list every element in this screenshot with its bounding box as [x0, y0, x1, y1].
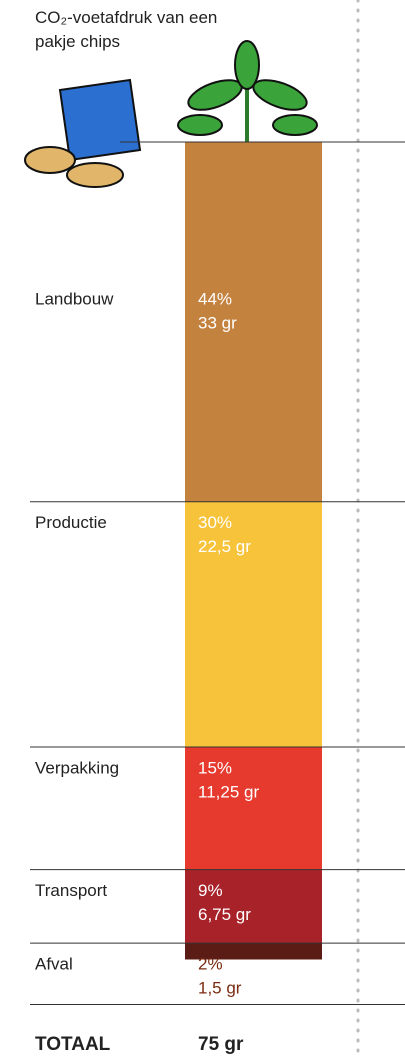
share-label: 2%: [198, 955, 223, 974]
segment: [185, 501, 322, 747]
plant-illustration: [177, 40, 318, 142]
segment: [185, 869, 322, 944]
value-label: 1,5 gr: [198, 979, 242, 998]
share-label: 44%: [198, 289, 232, 308]
title: CO₂-voetafdruk van een pakje chips: [35, 8, 218, 51]
value-label: 22,5 gr: [198, 537, 251, 556]
share-label: 30%: [198, 513, 232, 532]
share-label: 15%: [198, 758, 232, 777]
chips-bag-illustration: [24, 78, 142, 188]
total-name: TOTAAL: [35, 1034, 111, 1055]
category-label: Productie: [35, 513, 107, 532]
category-label: Landbouw: [35, 289, 114, 308]
total-label: 75 gr: [198, 1034, 244, 1055]
category-label: Transport: [35, 881, 107, 900]
segment: [185, 746, 322, 870]
category-label: Verpakking: [35, 758, 119, 777]
segment: [185, 943, 322, 960]
category-label: Afval: [35, 955, 73, 974]
value-label: 11,25 gr: [198, 782, 259, 801]
value-label: 6,75 gr: [198, 905, 251, 924]
value-label: 33 gr: [198, 313, 237, 332]
share-label: 9%: [198, 881, 223, 900]
segment: [185, 142, 322, 502]
